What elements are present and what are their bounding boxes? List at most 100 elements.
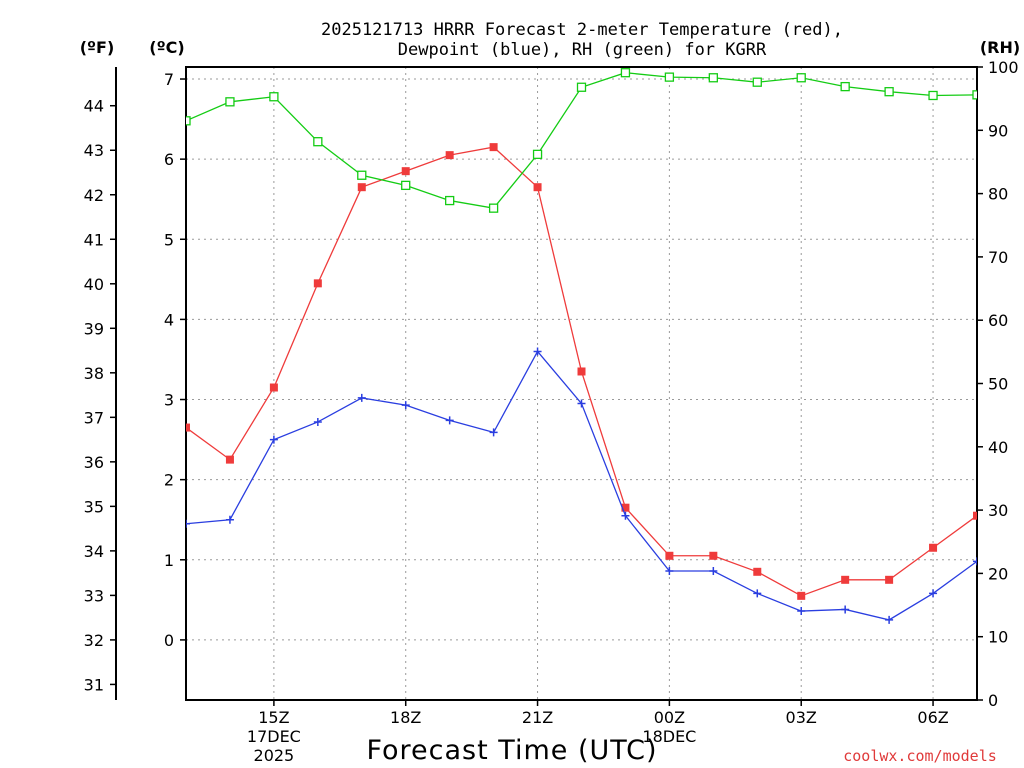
rh-series [186, 68, 977, 213]
rh-point [752, 77, 762, 87]
fahrenheit-tick-label: 35 [84, 497, 104, 516]
rh-tick-label: 90 [988, 121, 1008, 140]
2-meter-temperature-point [753, 567, 762, 576]
celsius-tick-label: 3 [164, 391, 174, 410]
plot-frame [185, 66, 978, 701]
2-meter-temperature-point [797, 591, 806, 600]
dewpoint-point [621, 511, 630, 520]
dewpoint-point [973, 557, 977, 566]
2-meter-temperature-series [186, 143, 977, 600]
x-tick-label: 21Z [522, 708, 553, 727]
x-tick-year-label: 2025 [254, 746, 295, 765]
2-meter-temperature-point [885, 575, 894, 584]
rh-tick-label: 10 [988, 628, 1008, 647]
rh-point [664, 72, 675, 82]
rh-point [225, 97, 235, 107]
celsius-tick-label: 7 [164, 70, 174, 89]
2-meter-temperature-point [665, 551, 674, 560]
axes [110, 66, 983, 706]
rh-unit-label: (RH) [980, 38, 1020, 57]
dewpoint-point [665, 566, 674, 575]
2-meter-temperature-point [225, 455, 234, 464]
x-tick-date-label: 17DEC [247, 727, 301, 746]
fahrenheit-tick-label: 44 [84, 97, 104, 116]
dewpoint-series [186, 347, 977, 624]
x-axis-label: Forecast Time (UTC) [366, 735, 657, 766]
rh-point [972, 90, 977, 100]
grid-lines [186, 67, 977, 700]
rh-point [313, 137, 323, 147]
rh-tick-label: 30 [988, 501, 1008, 520]
fahrenheit-tick-label: 31 [84, 675, 104, 694]
dewpoint-point [489, 428, 498, 437]
2-meter-temperature-point [401, 167, 410, 176]
rh-line [186, 72, 977, 209]
rh-point [269, 92, 279, 102]
fahrenheit-tick-label: 34 [84, 542, 104, 561]
fahrenheit-tick-label: 32 [84, 631, 104, 650]
2-meter-temperature-point [489, 143, 498, 152]
rh-point [620, 68, 631, 78]
rh-point [401, 180, 411, 191]
2-meter-temperature-point [973, 511, 977, 520]
celsius-tick-label: 6 [164, 150, 174, 169]
rh-point [928, 90, 938, 101]
rh-point [884, 87, 894, 97]
rh-tick-label: 60 [988, 311, 1008, 330]
rh-point [488, 203, 499, 213]
rh-point [357, 170, 367, 180]
celsius-tick-label: 5 [164, 230, 174, 249]
2-meter-temperature-point [841, 575, 850, 584]
celsius-tick-label: 1 [164, 551, 174, 570]
dewpoint-point [225, 515, 234, 524]
dewpoint-point [753, 589, 762, 598]
2-meter-temperature-point [621, 503, 630, 512]
2-meter-temperature-point [445, 151, 454, 160]
rh-point [576, 82, 587, 92]
chart-subtitle: Dewpoint (blue), RH (green) for KGRR [398, 40, 767, 60]
dewpoint-point [709, 566, 718, 575]
fahrenheit-tick-label: 33 [84, 586, 104, 605]
2-meter-temperature-point [709, 551, 718, 560]
chart-title: 2025121713 HRRR Forecast 2-meter Tempera… [321, 20, 843, 40]
rh-point [186, 116, 191, 126]
dewpoint-point [841, 605, 850, 614]
rh-point [532, 149, 543, 160]
2-meter-temperature-point [357, 183, 366, 192]
fahrenheit-unit-label: (ºF) [80, 38, 115, 57]
rh-point [796, 73, 806, 83]
fahrenheit-tick-label: 42 [84, 186, 104, 205]
2-meter-temperature-point [929, 543, 938, 552]
dewpoint-point [186, 519, 190, 528]
x-tick-label: 03Z [786, 708, 817, 727]
celsius-unit-label: (ºC) [149, 38, 184, 57]
2-meter-temperature-point [313, 279, 322, 288]
rh-tick-label: 50 [988, 375, 1008, 394]
dewpoint-point [885, 615, 894, 624]
rh-tick-label: 100 [988, 58, 1019, 77]
fahrenheit-tick-label: 38 [84, 364, 104, 383]
rh-point [840, 81, 850, 92]
x-tick-label: 06Z [917, 708, 948, 727]
rh-tick-label: 70 [988, 248, 1008, 267]
dewpoint-point [401, 401, 410, 410]
2-meter-temperature-point [577, 367, 586, 376]
x-tick-label: 18Z [390, 708, 421, 727]
rh-tick-label: 80 [988, 185, 1008, 204]
fahrenheit-tick-label: 37 [84, 408, 104, 427]
2-meter-temperature-point [533, 183, 542, 192]
dewpoint-point [269, 435, 278, 444]
data-series [186, 68, 977, 624]
rh-point [708, 73, 718, 83]
fahrenheit-tick-label: 39 [84, 319, 104, 338]
fahrenheit-tick-label: 43 [84, 141, 104, 160]
rh-tick-label: 20 [988, 564, 1008, 583]
dewpoint-point [445, 416, 454, 425]
dewpoint-point [313, 417, 322, 426]
2-meter-temperature-point [186, 423, 190, 432]
credit-text: coolwx.com/models [843, 747, 997, 765]
fahrenheit-tick-label: 36 [84, 453, 104, 472]
x-tick-date-label: 18DEC [642, 727, 696, 746]
rh-point [445, 195, 455, 206]
